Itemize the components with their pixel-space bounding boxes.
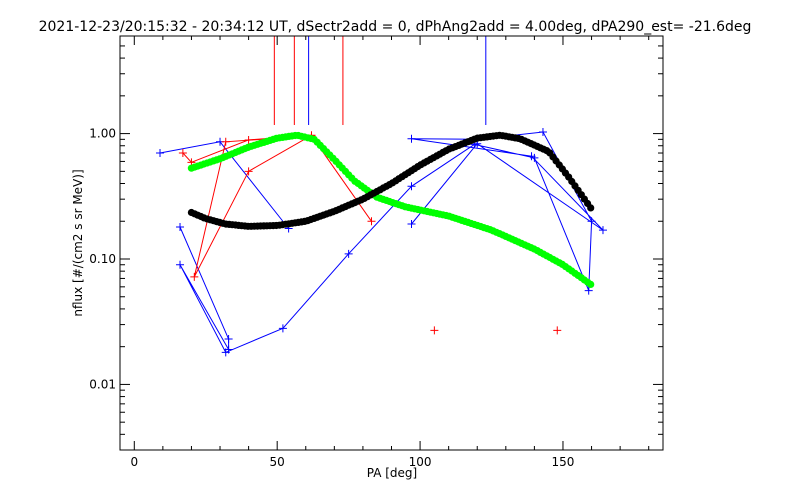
data-point-dot bbox=[587, 280, 595, 288]
y-tick-label: 1.00 bbox=[89, 127, 116, 141]
chart-title: 2021-12-23/20:15:32 - 20:34:12 UT, dSect… bbox=[39, 19, 752, 35]
data-point-plus bbox=[178, 149, 187, 158]
data-point-plus bbox=[224, 335, 233, 344]
data-point-plus bbox=[538, 127, 547, 136]
data-point-plus bbox=[190, 272, 199, 281]
y-tick-label: 0.01 bbox=[89, 377, 116, 391]
data-point-plus bbox=[221, 137, 230, 146]
series-line bbox=[179, 131, 604, 354]
data-point-plus bbox=[244, 135, 253, 144]
data-point-plus bbox=[244, 167, 253, 176]
data-point-plus bbox=[407, 182, 416, 191]
data-point-plus bbox=[553, 326, 562, 335]
data-point-plus bbox=[430, 326, 439, 335]
data-point-plus bbox=[584, 286, 593, 295]
data-point-plus bbox=[344, 249, 353, 258]
data-point-plus bbox=[587, 217, 596, 226]
plot-frame bbox=[119, 35, 664, 451]
data-point-dot bbox=[587, 204, 595, 212]
x-tick-label: 150 bbox=[552, 455, 575, 469]
plot-area bbox=[156, 36, 607, 357]
data-point-plus bbox=[598, 226, 607, 235]
data-point-plus bbox=[176, 260, 185, 269]
data-point-plus bbox=[176, 222, 185, 231]
axes: 0 50 100 150 0.01 0.10 1.00 bbox=[89, 35, 663, 469]
data-point-plus bbox=[156, 149, 165, 158]
x-tick-label: 50 bbox=[270, 455, 285, 469]
y-axis-label: nflux [#/(cm2 s sr MeV)] bbox=[71, 169, 85, 316]
data-point-plus bbox=[407, 134, 416, 143]
x-tick-label: 0 bbox=[130, 455, 138, 469]
data-point-plus bbox=[527, 152, 536, 161]
data-point-plus bbox=[367, 217, 376, 226]
data-point-plus bbox=[278, 324, 287, 333]
data-point-plus bbox=[407, 220, 416, 229]
x-axis-label: PA [deg] bbox=[367, 466, 417, 480]
x-tick-label: 100 bbox=[409, 455, 432, 469]
y-tick-label: 0.10 bbox=[89, 252, 116, 266]
data-point-plus bbox=[221, 348, 230, 357]
